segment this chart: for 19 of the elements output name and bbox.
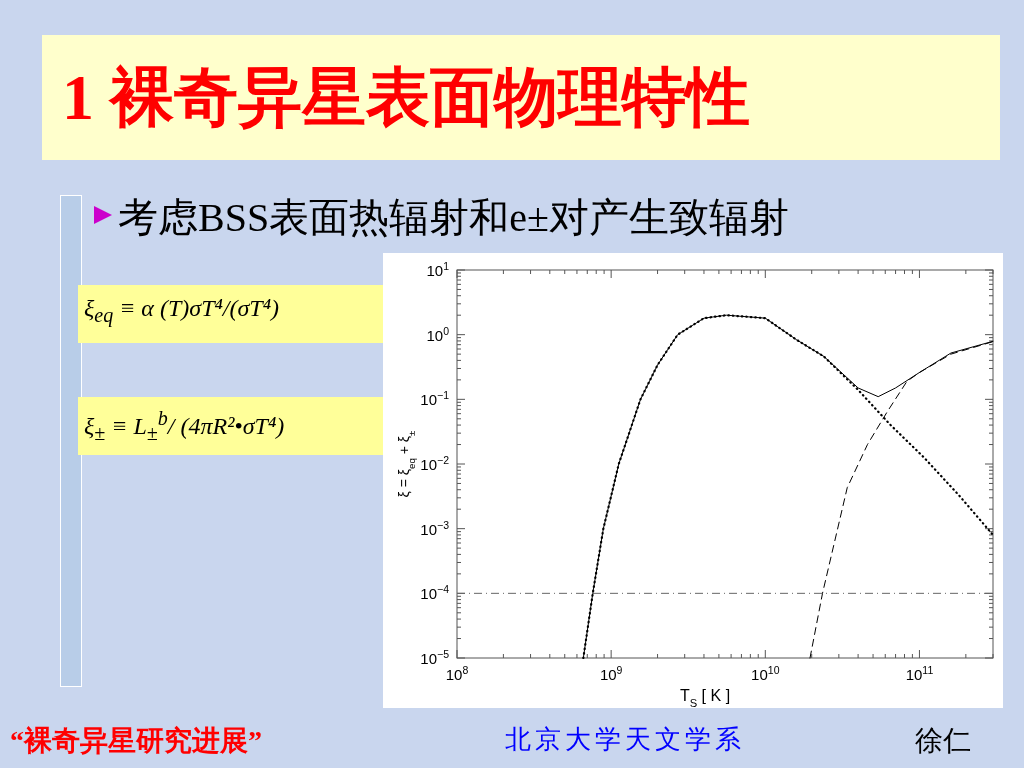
text: ξ$_{eq}$ ≡ α (T)σT⁴/(σT⁴) (78, 285, 383, 343)
x-tick-label: 10$^{8}$ (445, 664, 469, 683)
y-tick-label: 10$^{−5}$ (420, 648, 450, 667)
y-tick-label: 10$^{1}$ (426, 260, 450, 279)
y-tick-label: 10$^{0}$ (426, 324, 450, 344)
y-tick-label: 10$^{−3}$ (420, 518, 450, 538)
x-tick-label: 10$^{9}$ (599, 664, 623, 683)
text: 北京大学天文学系 (505, 724, 746, 756)
chart-subtitle: 考虑BSS表面热辐射和e±对产生致辐射 (118, 194, 790, 240)
x-axis-title: T$_{S}$ [ K ] (679, 687, 731, 709)
text: 徐仁 (915, 724, 972, 758)
text: “裸奇异星研究进展” (10, 724, 263, 758)
chart-title: 1 裸奇异星表面物理特性 (42, 35, 1000, 160)
x-tick-label: 10$^{10}$ (751, 664, 780, 683)
text: ξ$_{±}$ ≡ L$_{±}$$^{b}$/ (4πR²•σT⁴) (78, 397, 383, 455)
x-tick-label: 10$^{11}$ (905, 664, 934, 683)
y-tick-label: 10$^{−2}$ (420, 454, 450, 473)
y-tick-label: 10$^{−1}$ (420, 389, 450, 409)
y-tick-label: 10$^{−4}$ (420, 583, 450, 603)
